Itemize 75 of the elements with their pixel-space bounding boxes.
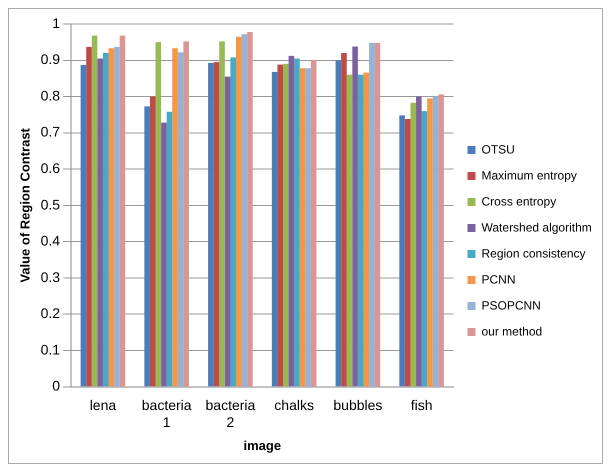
bar [114,46,120,386]
bar [92,36,98,386]
x-tick-label: bacteria 2 [206,397,256,430]
bar [166,112,172,386]
bar [352,46,358,386]
bar [363,72,370,386]
bar [172,48,178,386]
bar [410,102,416,386]
x-tick-label: lena [90,397,116,414]
bar [336,60,342,386]
bar [346,74,352,386]
bar [310,60,316,386]
y-axis-title: Value of Region Contrast [17,127,32,283]
x-axis-title: image [243,438,282,453]
bar [183,41,189,386]
bar [288,56,294,386]
y-tick-label: 0.5 [40,196,60,212]
bar [144,106,150,386]
y-tick-label: 0.1 [40,341,60,358]
bar [282,64,289,386]
bar [236,36,242,386]
bar [422,111,428,386]
y-tick-label: 1 [52,14,60,31]
bar [102,53,109,386]
bar [156,42,162,386]
legend-label: Region consistency [482,246,586,260]
legend-label: Cross entropy [482,194,556,208]
y-tick-label: 0.4 [40,232,60,249]
bar [358,74,364,386]
bar [272,72,278,386]
legend-label: Watershed algorithm [482,220,592,234]
bar [242,34,248,386]
bar [404,119,410,386]
y-tick-label: 0.2 [40,305,60,322]
legend-label: PCNN [482,272,516,286]
bar [300,68,306,386]
bar [161,122,167,386]
bar [224,76,230,386]
bar [247,32,253,386]
bar [277,64,283,386]
legend-label: OTSU [482,142,515,156]
y-tick-label: 0.3 [40,268,60,285]
bar [399,115,405,386]
bar [150,96,156,386]
bar [230,57,236,386]
bar [214,62,220,386]
y-tick-label: 0.6 [40,160,60,176]
bar [438,94,444,386]
bar [97,58,103,386]
bar [108,48,114,386]
legend-label: PSOPCNN [482,298,541,312]
bar [294,58,300,386]
x-tick-label: fish [410,397,433,414]
bar [178,52,184,386]
bar [80,64,86,386]
y-tick-label: 0.9 [40,51,60,68]
bar [369,42,375,386]
bar [341,53,347,386]
bar [86,46,92,386]
y-tick-label: 0.7 [40,124,60,140]
x-tick-label: bacteria 1 [142,397,192,430]
bar [305,68,311,386]
bar [374,42,380,386]
legend-label: Maximum entropy [482,168,577,182]
bar [427,98,433,386]
bar [219,41,225,386]
y-tick-label: 0.8 [40,87,60,104]
legend-label: our method [482,324,542,338]
bar [416,96,422,386]
x-tick-label: bubbles [333,397,382,414]
bar [120,36,126,386]
x-tick-label: chalks [274,397,314,414]
y-tick-label: 0 [52,378,60,394]
bar [208,62,214,386]
bar [432,96,438,386]
